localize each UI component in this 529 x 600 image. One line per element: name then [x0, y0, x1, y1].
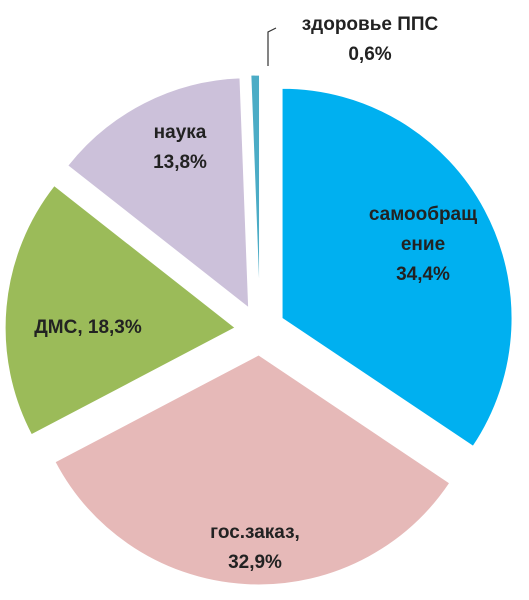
value-label: 32,9%	[228, 552, 282, 573]
category-name: гос.заказ,	[210, 522, 300, 543]
pie-slice	[281, 87, 513, 448]
leader-line	[267, 27, 277, 66]
slice-label: гос.заказ, 32,9%	[210, 518, 300, 578]
value-label: 13,8%	[153, 152, 207, 173]
category-name: здоровье ППС	[301, 14, 439, 35]
pie-slice	[250, 74, 261, 306]
slice-label: наука 13,8%	[153, 118, 207, 178]
slice-label: ДМС, 18,3%	[34, 313, 142, 343]
pie-slice	[4, 184, 237, 436]
pie-slice	[54, 354, 451, 586]
value-label: 34,4%	[396, 264, 450, 285]
value-label: 0,6%	[348, 44, 392, 65]
category-name: ДМС,	[34, 317, 83, 338]
category-name: самообращение	[368, 204, 478, 255]
category-name: наука	[153, 122, 207, 143]
slice-label: самообращение 34,4%	[364, 200, 482, 290]
value-label: 18,3%	[87, 317, 142, 338]
pie-slice	[67, 77, 250, 309]
slice-label: здоровье ППС 0,6%	[302, 10, 439, 70]
